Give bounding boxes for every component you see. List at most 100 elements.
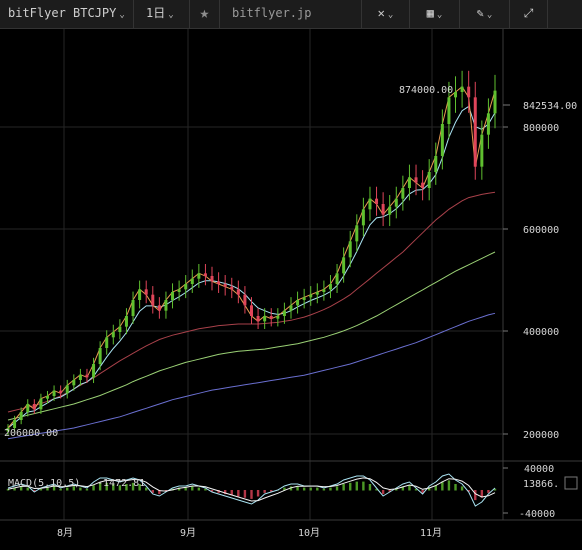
- candle-body: [243, 294, 247, 306]
- macd-hist-bar: [184, 487, 187, 491]
- chart-grid: [0, 29, 582, 521]
- candle-body: [85, 374, 89, 378]
- candle-body: [138, 289, 142, 300]
- candle-body: [493, 90, 497, 114]
- candle-body: [250, 305, 253, 316]
- star-icon[interactable]: ★: [190, 0, 220, 28]
- candle-body: [388, 206, 392, 215]
- macd-hist-bar: [474, 490, 477, 501]
- macd-hist-bar: [26, 487, 29, 491]
- macd-hist-bar: [401, 486, 405, 491]
- time-tick: 10月: [298, 527, 320, 539]
- time-tick: 8月: [57, 527, 73, 539]
- candle-body: [157, 305, 161, 311]
- macd-hist-bar: [33, 490, 36, 492]
- candle-body: [348, 241, 352, 258]
- macd-hist-bar: [112, 484, 115, 491]
- macd-hist-bar: [138, 484, 141, 491]
- macd-hist-bar: [414, 488, 418, 491]
- macd-hist-bar: [335, 486, 339, 491]
- candle-body: [440, 124, 444, 156]
- candle-body: [414, 177, 418, 183]
- macd-hist-bar: [355, 481, 358, 491]
- macd-hist-bar: [427, 487, 431, 491]
- low-annotation: 206000.00: [4, 428, 58, 439]
- crosshair-button[interactable]: ✕ ⌄: [362, 0, 410, 28]
- macd-hist-bar: [329, 487, 332, 491]
- interval-label: 1日: [146, 6, 166, 20]
- macd-hist-bar: [467, 490, 470, 492]
- crosshair-icon: ✕: [377, 6, 385, 20]
- candle-body: [177, 289, 181, 292]
- time-axis: 8月 9月 10月 11月: [57, 527, 442, 539]
- macd-hist-bar: [302, 487, 306, 491]
- macd-axis: 40000 -40000 13866.: [503, 464, 578, 520]
- macd-hist-bar: [217, 490, 220, 493]
- macd-hist-bar: [131, 482, 135, 491]
- macd-hist-bar: [85, 488, 89, 491]
- time-tick: 9月: [180, 527, 196, 539]
- candle-body: [480, 134, 484, 167]
- candle-body: [302, 297, 306, 300]
- chevron-down-icon: ⌄: [387, 10, 394, 20]
- macd-current-value: 13866.: [523, 479, 559, 490]
- chevron-down-icon: ⌄: [168, 10, 174, 20]
- macd-hist-bar: [145, 487, 148, 491]
- candle-body: [473, 97, 477, 167]
- candle-body: [13, 420, 17, 428]
- macd-label: MACD(5,10,5): [8, 478, 80, 489]
- fullscreen-button[interactable]: ⤢: [510, 0, 548, 28]
- price-chart[interactable]: 800000 600000 400000 200000 842534.00 87…: [0, 29, 582, 550]
- candle-body: [460, 86, 464, 92]
- macd-settings-icon[interactable]: [564, 476, 578, 490]
- candle-body: [322, 289, 326, 292]
- last-price-label: 842534.00: [523, 101, 577, 112]
- price-tick: 200000: [523, 430, 559, 441]
- drawing-tool-button[interactable]: ✎ ⌄: [460, 0, 510, 28]
- candle-body: [375, 198, 379, 204]
- macd-value: -1472.81: [97, 478, 145, 489]
- candle-body: [210, 276, 214, 282]
- macd-hist-bar: [39, 488, 43, 491]
- candle-body: [381, 204, 385, 215]
- macd-hist-bar: [460, 486, 464, 491]
- candle-body: [197, 273, 201, 279]
- macd-hist-bar: [125, 484, 128, 491]
- macd-hist-bar: [66, 487, 69, 491]
- macd-hist-bar: [263, 490, 266, 493]
- candle-body: [45, 396, 49, 399]
- candle-body: [467, 86, 471, 98]
- ma-green-line: [7, 251, 496, 421]
- candle-body: [144, 289, 148, 295]
- symbol-label: bitFlyer BTCJPY: [8, 6, 117, 20]
- candlestick-icon: ▦: [426, 6, 434, 20]
- macd-hist-bar: [375, 488, 378, 491]
- candle-body: [78, 374, 82, 380]
- candle-body: [434, 156, 438, 172]
- macd-hist-bar: [381, 490, 385, 495]
- symbol-selector[interactable]: bitFlyer BTCJPY ⌄: [0, 0, 134, 28]
- macd-hist-bar: [98, 482, 102, 491]
- candle-body: [276, 316, 280, 319]
- chart-toolbar: bitFlyer BTCJPY ⌄ 1日 ⌄ ★ bitflyer.jp ✕ ⌄ ▦ ⌄…: [0, 0, 582, 29]
- candle-body: [230, 286, 234, 290]
- macd-hist-bar: [395, 488, 398, 491]
- candle-body: [98, 348, 102, 364]
- candle-body: [447, 97, 451, 124]
- macd-hist-bar: [52, 486, 56, 491]
- candle-body: [223, 284, 227, 287]
- macd-hist-bar: [158, 490, 161, 495]
- chart-type-button[interactable]: ▦ ⌄: [410, 0, 460, 28]
- chevron-down-icon: ⌄: [119, 10, 125, 20]
- candle-body: [65, 385, 69, 394]
- macd-hist-bar: [6, 488, 10, 491]
- candle-body: [401, 188, 405, 199]
- interval-selector[interactable]: 1日 ⌄: [134, 0, 190, 28]
- macd-hist-bar: [270, 490, 273, 492]
- candle-body: [105, 337, 109, 348]
- candle-body: [282, 310, 286, 316]
- macd-hist-bar: [191, 486, 194, 491]
- macd-hist-bar: [434, 485, 437, 491]
- time-tick: 11月: [420, 527, 442, 539]
- candle-body: [296, 300, 300, 306]
